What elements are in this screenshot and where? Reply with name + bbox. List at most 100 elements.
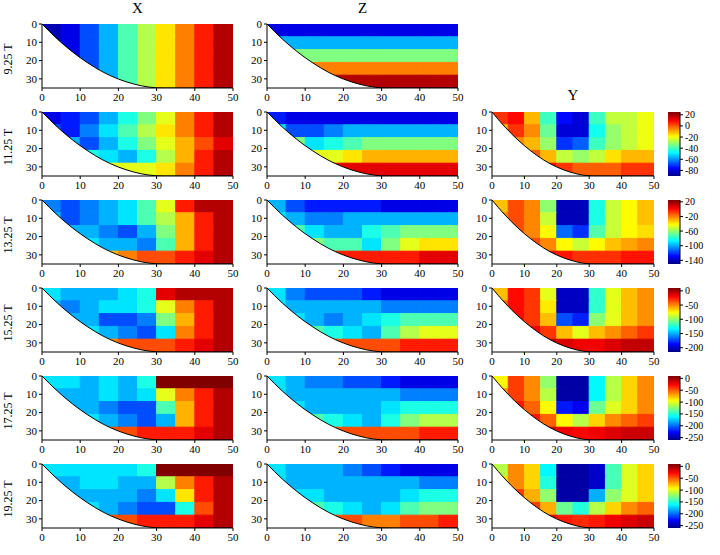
svg-text:20: 20 [26, 406, 38, 418]
svg-text:30: 30 [584, 531, 596, 543]
svg-text:30: 30 [251, 425, 263, 437]
svg-text:10: 10 [75, 355, 87, 367]
svg-text:50: 50 [649, 531, 661, 543]
svg-text:0: 0 [39, 179, 45, 191]
svg-text:50: 50 [453, 179, 465, 191]
svg-text:10: 10 [300, 91, 312, 103]
svg-text:50: 50 [649, 355, 661, 367]
svg-text:0: 0 [32, 18, 38, 30]
svg-text:-250: -250 [685, 432, 703, 443]
svg-text:0: 0 [257, 458, 263, 470]
svg-text:0: 0 [257, 370, 263, 382]
svg-text:30: 30 [376, 355, 388, 367]
svg-text:-20: -20 [685, 211, 698, 222]
svg-text:20: 20 [338, 531, 350, 543]
svg-text:10: 10 [251, 388, 263, 400]
svg-text:20: 20 [338, 91, 350, 103]
svg-text:20: 20 [476, 142, 488, 154]
svg-text:10: 10 [300, 355, 312, 367]
svg-text:10: 10 [476, 476, 488, 488]
svg-text:0: 0 [39, 355, 45, 367]
svg-text:20: 20 [551, 531, 563, 543]
svg-text:15.25 T: 15.25 T [1, 304, 15, 342]
svg-text:0: 0 [489, 355, 495, 367]
svg-text:40: 40 [414, 355, 426, 367]
svg-text:50: 50 [453, 443, 465, 455]
svg-text:0: 0 [482, 370, 488, 382]
svg-text:50: 50 [228, 267, 240, 279]
svg-text:30: 30 [476, 249, 488, 261]
svg-text:10: 10 [519, 179, 531, 191]
svg-text:0: 0 [257, 18, 263, 30]
svg-text:20: 20 [476, 318, 488, 330]
svg-text:10: 10 [519, 443, 531, 455]
svg-text:10: 10 [75, 267, 87, 279]
svg-text:20: 20 [113, 179, 125, 191]
svg-text:40: 40 [189, 355, 201, 367]
svg-text:10: 10 [251, 36, 263, 48]
svg-text:10: 10 [26, 388, 38, 400]
svg-text:20: 20 [338, 443, 350, 455]
svg-text:10: 10 [26, 212, 38, 224]
svg-text:20: 20 [26, 230, 38, 242]
svg-text:40: 40 [414, 531, 426, 543]
svg-text:0: 0 [489, 179, 495, 191]
svg-text:10: 10 [26, 476, 38, 488]
svg-text:0: 0 [685, 373, 690, 384]
svg-text:0: 0 [264, 267, 270, 279]
svg-text:30: 30 [376, 179, 388, 191]
svg-text:0: 0 [257, 106, 263, 118]
svg-text:-50: -50 [685, 473, 698, 484]
svg-text:30: 30 [26, 161, 38, 173]
svg-text:50: 50 [649, 267, 661, 279]
svg-text:30: 30 [251, 337, 263, 349]
svg-text:30: 30 [151, 179, 163, 191]
svg-text:30: 30 [476, 513, 488, 525]
svg-text:40: 40 [414, 179, 426, 191]
svg-text:0: 0 [257, 282, 263, 294]
svg-text:40: 40 [616, 443, 628, 455]
svg-text:40: 40 [616, 267, 628, 279]
svg-text:30: 30 [26, 513, 38, 525]
svg-text:50: 50 [453, 91, 465, 103]
svg-text:40: 40 [616, 531, 628, 543]
svg-text:50: 50 [228, 531, 240, 543]
svg-text:50: 50 [228, 355, 240, 367]
svg-text:50: 50 [649, 179, 661, 191]
svg-text:20: 20 [26, 318, 38, 330]
svg-text:0: 0 [264, 443, 270, 455]
svg-text:30: 30 [151, 267, 163, 279]
svg-text:0: 0 [482, 194, 488, 206]
svg-text:0: 0 [39, 267, 45, 279]
svg-text:20: 20 [685, 109, 695, 120]
svg-text:10: 10 [519, 355, 531, 367]
svg-text:40: 40 [189, 179, 201, 191]
svg-text:10: 10 [300, 443, 312, 455]
svg-text:30: 30 [151, 355, 163, 367]
svg-text:-20: -20 [685, 132, 698, 143]
svg-text:10: 10 [75, 443, 87, 455]
svg-text:-80: -80 [685, 165, 698, 176]
svg-text:10: 10 [300, 531, 312, 543]
svg-text:10: 10 [251, 476, 263, 488]
svg-text:10: 10 [476, 388, 488, 400]
svg-text:30: 30 [584, 179, 596, 191]
svg-text:11.25 T: 11.25 T [1, 128, 15, 165]
svg-text:30: 30 [151, 531, 163, 543]
svg-text:20: 20 [551, 267, 563, 279]
svg-text:50: 50 [649, 443, 661, 455]
svg-text:10: 10 [26, 300, 38, 312]
svg-text:20: 20 [476, 494, 488, 506]
svg-text:30: 30 [251, 249, 263, 261]
svg-text:10: 10 [476, 300, 488, 312]
svg-text:30: 30 [476, 337, 488, 349]
svg-text:20: 20 [251, 142, 263, 154]
svg-text:20: 20 [338, 267, 350, 279]
svg-text:10: 10 [251, 300, 263, 312]
svg-text:0: 0 [685, 120, 690, 131]
svg-text:0: 0 [482, 458, 488, 470]
svg-text:0: 0 [264, 355, 270, 367]
svg-text:-200: -200 [685, 508, 703, 519]
svg-text:-50: -50 [685, 385, 698, 396]
svg-text:30: 30 [26, 337, 38, 349]
